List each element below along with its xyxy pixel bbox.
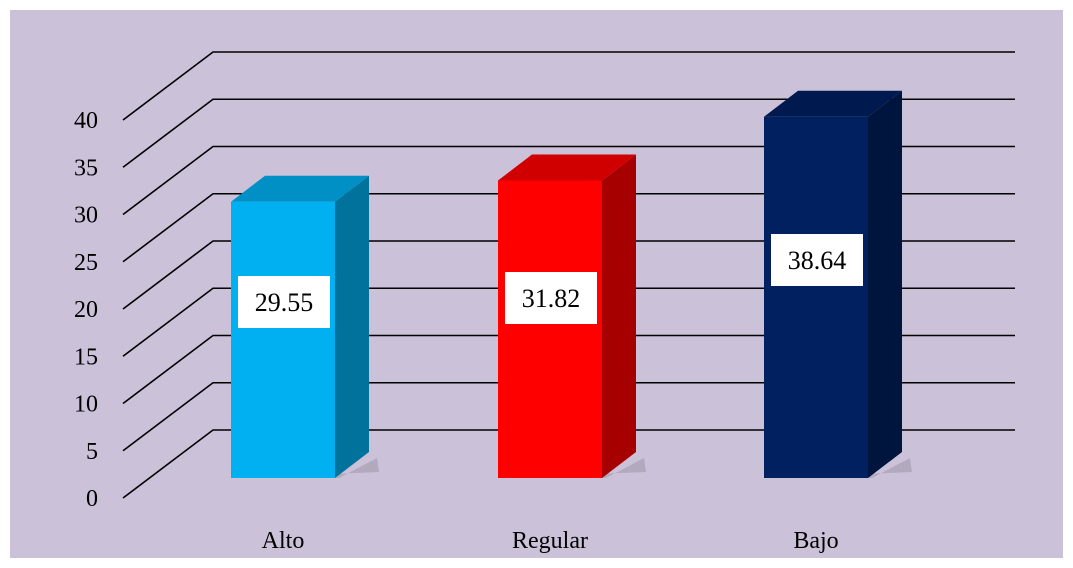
gridline [122,240,1015,310]
gridline [122,334,1015,405]
bar-side-face [868,90,902,478]
bar-front-face [498,180,602,478]
data-label-box [238,276,330,328]
gridline [122,287,1015,357]
y-tick-label: 10 [74,392,98,418]
x-category-label: Regular [512,528,588,554]
data-label-box [505,272,597,324]
bar-front-face [231,201,335,478]
y-tick-label: 25 [74,250,98,276]
chart-container: 0 5 10 15 20 25 30 35 40 Alto Regular Bajo 29.55 31… [10,10,1063,558]
bar-side-face [335,175,369,478]
bar-bajo [764,90,912,478]
gridline [122,51,1015,121]
data-label-box [771,234,863,286]
bar-alto [231,175,379,478]
data-label: 31.82 [522,284,581,313]
y-tick-label: 30 [74,203,98,229]
y-tick-label: 40 [74,108,98,134]
bar-front-face [764,116,868,478]
y-tick-label: 5 [86,439,98,465]
bar-top-face [498,154,636,181]
gridline [122,429,1015,499]
bar-chart-3d: 0 5 10 15 20 25 30 35 40 Alto Regular Bajo 29.55 31… [10,10,1063,558]
x-axis-category-labels: Alto Regular Bajo [262,528,839,554]
gridline [122,145,1015,216]
y-tick-label: 15 [74,344,98,370]
bar-top-face [231,175,369,202]
data-label: 29.55 [255,288,314,317]
x-category-label: Bajo [793,528,838,554]
y-tick-label: 35 [74,155,98,181]
bars [231,90,912,478]
bar-side-face [602,154,636,478]
x-category-label: Alto [262,528,305,554]
y-tick-label: 0 [86,486,98,512]
gridline [122,192,1015,263]
data-labels: 29.55 31.82 38.64 [238,234,863,328]
gridline [122,381,1015,452]
bar-top-face [764,90,902,117]
bar-regular [498,154,646,478]
data-label: 38.64 [788,246,847,275]
gridlines [122,51,1015,499]
y-tick-label: 20 [74,297,98,323]
y-axis-tick-labels: 0 5 10 15 20 25 30 35 40 [74,108,98,512]
gridline [122,98,1015,168]
